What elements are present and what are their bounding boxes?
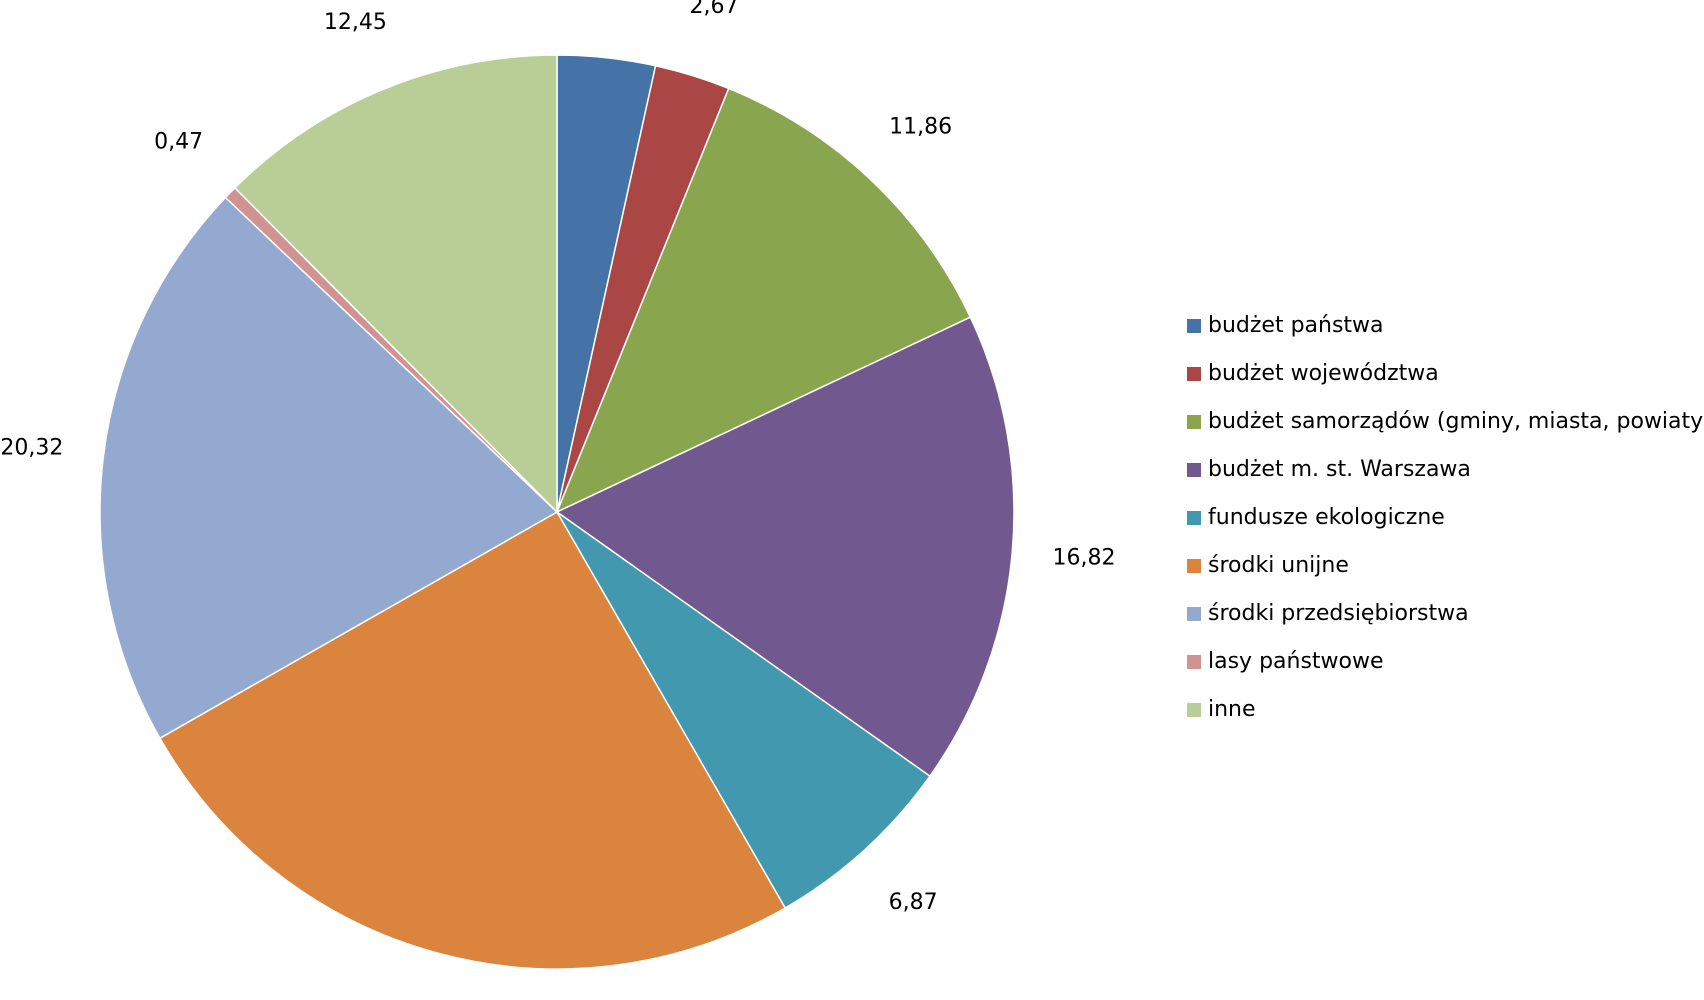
legend-item-lasy-panstwowe: lasy państwowe (1187, 638, 1692, 686)
legend-item-budzet-panstwa: budżet państwa (1187, 302, 1692, 350)
data-label-budzet-wojewodztwa: 2,67 (689, 0, 738, 19)
data-label-fundusze-ekologiczne: 6,87 (889, 890, 938, 915)
legend-label: budżet samorządów (gminy, miasta, powiat… (1208, 409, 1704, 434)
pie-data-labels: 3,462,6711,8616,826,8725,0820,320,4712,4… (0, 0, 1115, 915)
legend-label: budżet państwa (1208, 313, 1384, 338)
legend-swatch (1187, 367, 1201, 381)
legend-label: budżet m. st. Warszawa (1208, 457, 1471, 482)
legend-item-budzet-wojewodztwa: budżet województwa (1187, 350, 1692, 398)
legend-swatch (1187, 319, 1201, 333)
data-label-lasy-panstwowe: 0,47 (154, 129, 203, 154)
pie-slice-srodki-przedsiebiorstwa (99, 196, 559, 740)
pie-slice-inne (233, 54, 558, 514)
pie-slices (99, 54, 1015, 970)
pie-slice-budzet-m-st-warszawa (555, 316, 1015, 778)
pie-slice-fundusze-ekologiczne (556, 511, 931, 909)
legend-item-budzet-samorzadow-gminy-miasta-powiaty: budżet samorządów (gminy, miasta, powiat… (1187, 398, 1704, 446)
legend-label: budżet województwa (1208, 361, 1439, 386)
legend-swatch (1187, 703, 1201, 717)
legend-label: inne (1208, 697, 1256, 722)
legend-swatch (1187, 511, 1201, 525)
legend-item-fundusze-ekologiczne: fundusze ekologiczne (1187, 494, 1692, 542)
legend-item-srodki-unijne: środki unijne (1187, 542, 1692, 590)
legend-swatch (1187, 655, 1201, 669)
data-label-inne: 12,45 (324, 10, 387, 35)
legend-item-inne: inne (1187, 686, 1692, 734)
pie-slice-srodki-unijne (158, 510, 787, 970)
pie-slice-budzet-samorzadow-gminy-miasta-powiaty (555, 87, 972, 514)
legend-swatch (1187, 607, 1201, 621)
legend-label: środki przedsiębiorstwa (1208, 601, 1469, 626)
legend-item-srodki-przedsiebiorstwa: środki przedsiębiorstwa (1187, 590, 1692, 638)
legend-label: środki unijne (1208, 553, 1349, 578)
legend-swatch (1187, 559, 1201, 573)
legend-swatch (1187, 415, 1201, 429)
legend-label: fundusze ekologiczne (1208, 505, 1445, 530)
legend-swatch (1187, 463, 1201, 477)
data-label-budzet-samorzadow-gminy-miasta-powiaty: 11,86 (889, 115, 952, 140)
legend-item-budzet-m-st-warszawa: budżet m. st. Warszawa (1187, 446, 1692, 494)
data-label-srodki-przedsiebiorstwa: 20,32 (0, 435, 63, 460)
data-label-budzet-m-st-warszawa: 16,82 (1052, 545, 1115, 570)
legend-label: lasy państwowe (1208, 649, 1384, 674)
chart-legend: budżet państwa budżet województwa budżet s… (1187, 302, 1704, 734)
